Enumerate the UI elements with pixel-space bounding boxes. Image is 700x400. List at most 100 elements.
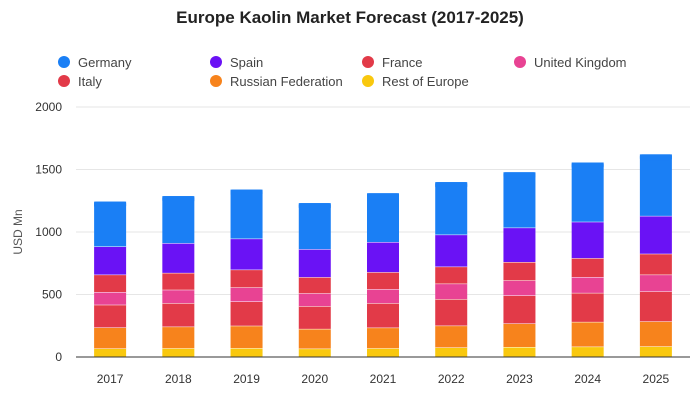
bar-segment-spain [503, 227, 536, 262]
bar-segment-rest-of-europe [367, 348, 399, 357]
legend-item-france[interactable]: France [362, 53, 422, 71]
bar-segment-germany [94, 201, 127, 247]
bar-segment-rest-of-europe [571, 346, 604, 357]
bar-segment-germany [162, 196, 195, 244]
bar-segment-united-kingdom [230, 287, 263, 302]
bar-segment-france [230, 269, 263, 288]
bar-top-cap [571, 162, 604, 169]
bar-segment-france [571, 258, 604, 277]
legend-item-germany[interactable]: Germany [58, 53, 131, 71]
bar-segment-russian-federation [162, 326, 195, 349]
bar-segment-russian-federation [639, 321, 672, 347]
bar-segment-united-kingdom [503, 280, 536, 296]
bar-top-cap [298, 203, 331, 210]
chart-title: Europe Kaolin Market Forecast (2017-2025… [176, 8, 524, 27]
legend-swatch [514, 56, 526, 68]
legend-label: United Kingdom [534, 54, 627, 70]
bar-segment-germany [571, 162, 604, 222]
x-tick-label: 2019 [233, 372, 260, 386]
bar-segment-france [298, 277, 331, 294]
bar-segment-italy [503, 295, 536, 324]
bar-segment-rest-of-europe [639, 346, 672, 357]
legend-item-rest-of-europe[interactable]: Rest of Europe [362, 72, 469, 90]
bar-segment-spain [571, 221, 604, 259]
x-tick-label: 2023 [506, 372, 533, 386]
bar-segment-russian-federation [435, 325, 468, 348]
bar-segment-italy [435, 299, 468, 326]
legend-label: Spain [230, 54, 264, 70]
x-tick-label: 2021 [370, 372, 397, 386]
bar-top-cap [503, 172, 536, 179]
legend-item-italy[interactable]: Italy [58, 72, 102, 90]
bar-segment-italy [230, 301, 263, 326]
legend-label: Rest of Europe [382, 73, 469, 89]
bar-segment-spain [639, 215, 672, 254]
bar-segment-france [94, 274, 127, 292]
bar-top-cap [639, 154, 672, 161]
bar-segment-germany [503, 172, 536, 228]
x-tick-label: 2022 [438, 372, 465, 386]
bar-segment-rest-of-europe [230, 348, 263, 357]
bar-segment-united-kingdom [367, 289, 399, 304]
bar-segment-italy [639, 291, 672, 322]
y-tick-label: 2000 [35, 100, 62, 114]
legend-label: Italy [78, 73, 102, 89]
bar-segment-russian-federation [298, 328, 331, 349]
bar-segment-russian-federation [571, 321, 604, 347]
bar-segment-united-kingdom [298, 293, 331, 307]
bar-segment-italy [162, 303, 195, 327]
bar-segment-italy [571, 292, 604, 322]
x-tick-label: 2025 [643, 372, 670, 386]
legend-item-spain[interactable]: Spain [210, 53, 263, 71]
bar-segment-spain [435, 234, 468, 267]
bar-top-cap [435, 182, 468, 189]
bar-segment-france [162, 272, 195, 290]
legend-item-russian-federation[interactable]: Russian Federation [210, 72, 343, 90]
y-tick-label: 500 [42, 288, 62, 302]
legend: Germany Spain France United Kingdom Italy Rus… [58, 53, 678, 93]
x-tick-label: 2020 [301, 372, 328, 386]
x-tick-label: 2018 [165, 372, 192, 386]
bar-segment-rest-of-europe [162, 348, 195, 357]
bar-segment-spain [298, 249, 331, 278]
bar-segment-italy [367, 303, 399, 328]
bar-segment-germany [298, 203, 331, 250]
bar-segment-united-kingdom [162, 289, 195, 304]
bar-segment-russian-federation [94, 327, 127, 349]
bar-segment-france [639, 253, 672, 275]
bar-segment-germany [230, 189, 263, 239]
bar-top-cap [94, 201, 127, 208]
bar-segment-spain [230, 238, 263, 270]
legend-swatch [58, 75, 70, 87]
bar-segment-rest-of-europe [503, 347, 536, 357]
legend-item-united-kingdom[interactable]: United Kingdom [514, 53, 627, 71]
bar-segment-united-kingdom [435, 283, 468, 299]
bar-segment-italy [94, 304, 127, 328]
y-tick-label: 1000 [35, 225, 62, 239]
x-tick-label: 2024 [574, 372, 601, 386]
bar-top-cap [230, 189, 263, 196]
x-tick-label: 2017 [97, 372, 124, 386]
bar-segment-spain [367, 242, 399, 273]
legend-swatch [210, 56, 222, 68]
bar-segment-russian-federation [367, 327, 399, 349]
bar-segment-italy [298, 306, 331, 329]
bar-segment-spain [94, 246, 127, 275]
bar-segment-united-kingdom [571, 277, 604, 293]
bar-segment-rest-of-europe [94, 348, 127, 357]
y-tick-label: 1500 [35, 163, 62, 177]
bar-segment-russian-federation [503, 323, 536, 347]
y-axis-label: USD Mn [11, 209, 25, 254]
y-tick-label: 0 [55, 350, 62, 364]
bar-segment-germany [639, 154, 672, 216]
legend-swatch [362, 75, 374, 87]
legend-label: Russian Federation [230, 73, 343, 89]
legend-label: Germany [78, 54, 132, 70]
bar-segment-russian-federation [230, 325, 263, 349]
legend-swatch [210, 75, 222, 87]
legend-label: France [382, 54, 423, 70]
bar-segment-germany [435, 182, 468, 235]
bar-segment-rest-of-europe [435, 347, 468, 357]
